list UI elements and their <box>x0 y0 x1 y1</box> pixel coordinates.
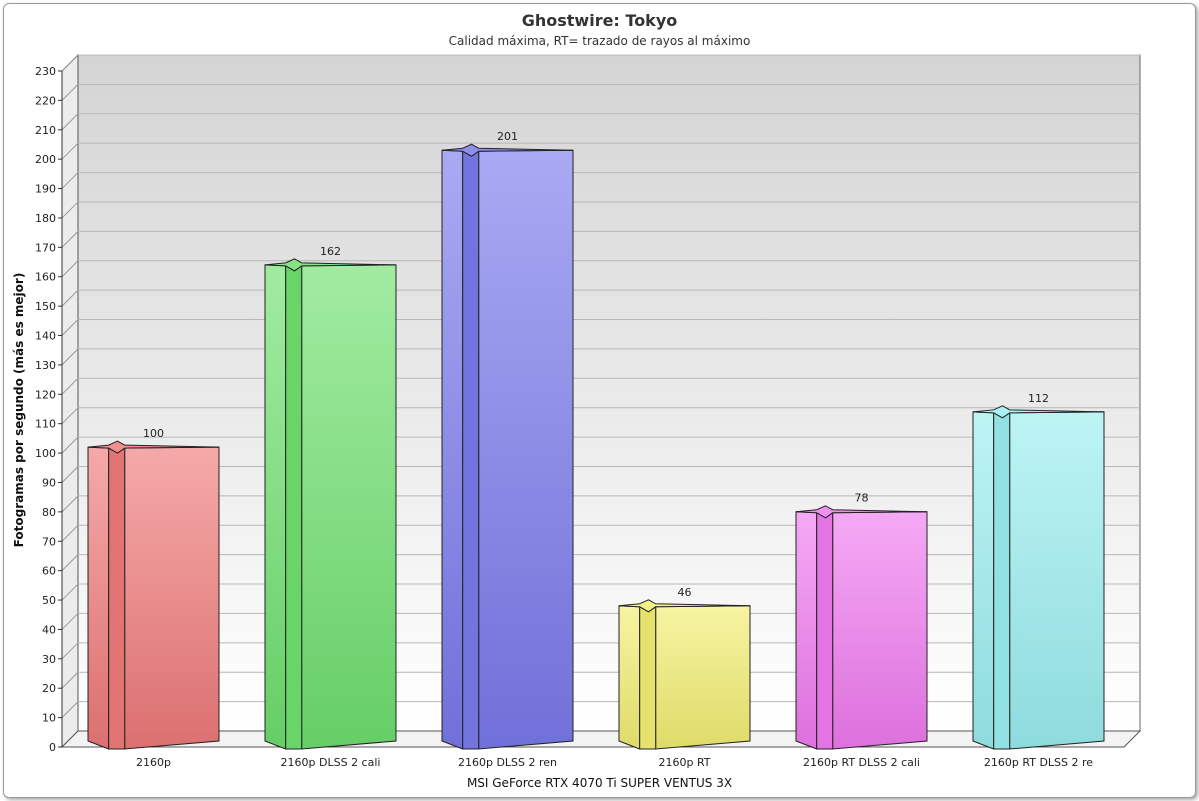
bar-top-cap <box>618 599 751 613</box>
grid-line-side <box>61 142 79 160</box>
grid-line-side <box>61 201 79 219</box>
grid-line-side <box>61 377 79 395</box>
bar-5 <box>972 405 1105 750</box>
y-tick-label: 150 <box>35 300 56 313</box>
bar-center-face <box>108 447 126 750</box>
bar-4 <box>795 505 928 750</box>
grid-line-side <box>61 289 79 307</box>
bar-value-label: 100 <box>143 427 164 440</box>
y-tick-label: 110 <box>35 418 56 431</box>
x-axis-label: MSI GeForce RTX 4070 Ti SUPER VENTUS 3X <box>466 776 733 790</box>
bar-top-cap <box>264 258 397 272</box>
grid-line-side <box>61 701 79 718</box>
y-tick-label: 230 <box>35 65 56 78</box>
bar-top-cap <box>972 405 1105 419</box>
bar-right-face <box>832 511 928 750</box>
grid-line-side <box>61 583 79 601</box>
y-tick-label: 30 <box>42 653 56 666</box>
y-tick-label: 190 <box>35 183 56 196</box>
y-tick-label: 60 <box>42 565 56 578</box>
y-tick-label: 170 <box>35 241 56 254</box>
bar-top-cap <box>87 440 220 454</box>
x-tick-label: 2160p <box>136 756 171 769</box>
grid-line-side <box>61 172 79 189</box>
bar-center-face <box>462 150 480 750</box>
bar-right-face <box>655 605 751 750</box>
y-tick-label: 40 <box>42 623 56 636</box>
grid-line-side <box>61 436 79 454</box>
grid-line-side <box>61 113 79 131</box>
y-tick-label: 100 <box>35 447 56 460</box>
bar-left-face <box>795 511 818 750</box>
bar-top-cap <box>441 143 574 157</box>
grid-line-side <box>61 671 79 689</box>
grid-line-side <box>61 319 79 336</box>
bar-center-face <box>285 264 303 750</box>
x-tick-label: 2160p DLSS 2 ren <box>458 756 557 769</box>
bar-value-label: 201 <box>497 130 518 143</box>
bar-top-cap <box>795 505 928 519</box>
grid-line-side <box>61 230 79 248</box>
grid-line-side <box>61 554 79 572</box>
grid-line-side <box>61 642 79 660</box>
y-tick-label: 0 <box>49 741 56 754</box>
grid-line-side <box>61 348 79 366</box>
bar-left-face <box>441 149 464 750</box>
grid-line-side <box>61 613 79 630</box>
bar-value-label: 162 <box>320 245 341 258</box>
bar-2 <box>441 143 574 750</box>
grid-line-side <box>61 260 79 278</box>
bar-center-face <box>993 411 1011 750</box>
y-tick-label: 70 <box>42 535 56 548</box>
bar-right-face <box>1009 411 1105 750</box>
y-tick-label: 10 <box>42 712 56 725</box>
bar-center-face <box>639 605 657 750</box>
bar-left-face <box>87 446 110 750</box>
y-tick-label: 160 <box>35 271 56 284</box>
y-tick-label: 200 <box>35 153 56 166</box>
x-tick-label: 2160p DLSS 2 cali <box>281 756 381 769</box>
grid-line-side <box>61 407 79 425</box>
bar-value-label: 112 <box>1028 392 1049 405</box>
bar-1 <box>264 258 397 750</box>
y-tick-label: 20 <box>42 682 56 695</box>
chart-title: Ghostwire: Tokyo <box>521 11 678 30</box>
y-tick-label: 210 <box>35 124 56 137</box>
bar-left-face <box>972 411 995 750</box>
x-tick-label: 2160p RT DLSS 2 re <box>984 756 1093 769</box>
y-tick-label: 130 <box>35 359 56 372</box>
bar-right-face <box>301 264 397 750</box>
grid-line-side <box>61 495 79 513</box>
chart-subtitle: Calidad máxima, RT= trazado de rayos al … <box>448 34 751 48</box>
y-tick-label: 220 <box>35 94 56 107</box>
bar-left-face <box>618 605 641 750</box>
bar-left-face <box>264 264 287 750</box>
y-tick-label: 50 <box>42 594 56 607</box>
grid-line-side <box>61 466 79 483</box>
plot-side-wall <box>61 53 79 749</box>
y-tick-label: 120 <box>35 388 56 401</box>
grid-line-side <box>61 84 79 101</box>
bar-3 <box>618 599 751 750</box>
bar-value-label: 78 <box>855 492 869 505</box>
x-tick-label: 2160p RT <box>658 756 710 769</box>
bar-center-face <box>816 511 834 750</box>
grid-line-side <box>61 524 79 542</box>
y-tick-label: 80 <box>42 506 56 519</box>
bar-right-face <box>124 446 220 750</box>
y-tick-label: 140 <box>35 330 56 343</box>
y-tick-label: 180 <box>35 212 56 225</box>
y-tick-label: 90 <box>42 476 56 489</box>
bar-0 <box>87 440 220 750</box>
bar-right-face <box>478 149 574 750</box>
x-tick-label: 2160p RT DLSS 2 cali <box>803 756 920 769</box>
grid-line-side <box>61 54 79 72</box>
bar-value-label: 46 <box>678 586 692 599</box>
